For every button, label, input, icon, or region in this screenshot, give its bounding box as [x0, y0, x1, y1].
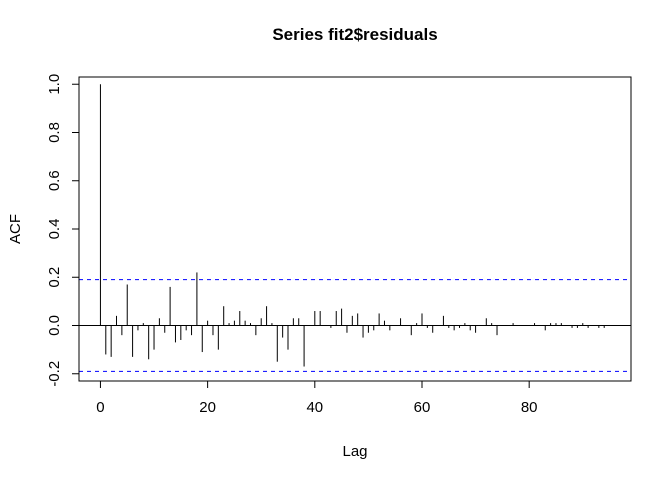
y-tick-label: -0.2	[46, 361, 63, 387]
acf-bars	[99, 84, 605, 367]
y-axis-label: ACF	[7, 214, 24, 244]
x-tick-label: 20	[199, 399, 216, 416]
x-tick-label: 0	[96, 399, 104, 416]
x-tick-label: 60	[414, 399, 431, 416]
y-tick-label: 0.0	[46, 315, 63, 336]
x-axis: 0 20 40 60 80	[96, 380, 538, 416]
y-tick-label: 0.8	[46, 122, 63, 143]
chart-title: Series fit2$residuals	[272, 25, 437, 44]
y-tick-label: 0.4	[46, 219, 63, 240]
confidence-lines	[79, 279, 631, 372]
x-tick-label: 40	[306, 399, 323, 416]
y-axis: -0.2 0.0 0.2 0.4 0.6 0.8 1.0	[46, 74, 80, 387]
y-tick-label: 1.0	[46, 74, 63, 95]
y-tick-label: 0.6	[46, 170, 63, 191]
y-tick-label: 0.2	[46, 267, 63, 288]
plot-frame	[78, 76, 632, 382]
x-axis-label: Lag	[342, 443, 367, 460]
x-tick-label: 80	[521, 399, 538, 416]
